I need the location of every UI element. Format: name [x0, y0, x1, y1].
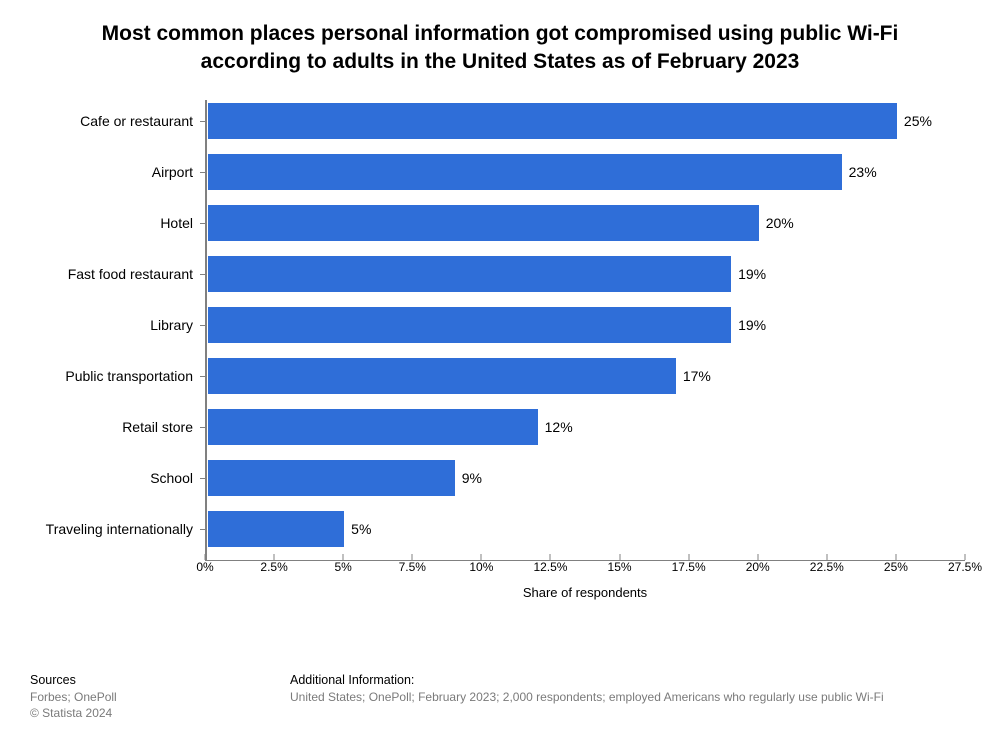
category-label: School — [150, 470, 205, 486]
sources-heading: Sources — [30, 673, 230, 687]
bar-value-label: 17% — [683, 368, 711, 384]
bar-row: Cafe or restaurant25% — [205, 102, 965, 140]
additional-info-text: United States; OnePoll; February 2023; 2… — [290, 689, 884, 705]
additional-info-block: Additional Information: United States; O… — [290, 673, 884, 721]
additional-info-heading: Additional Information: — [290, 673, 884, 687]
x-tick: 0% — [175, 560, 235, 574]
category-label: Traveling internationally — [46, 521, 205, 537]
category-label: Library — [150, 317, 205, 333]
x-tick: 7.5% — [382, 560, 442, 574]
bar-value-label: 19% — [738, 317, 766, 333]
bar — [207, 102, 898, 140]
x-tick: 2.5% — [244, 560, 304, 574]
category-label: Retail store — [122, 419, 205, 435]
x-tick: 15% — [590, 560, 650, 574]
bar — [207, 204, 760, 242]
x-tick: 22.5% — [797, 560, 857, 574]
x-tick: 17.5% — [659, 560, 719, 574]
x-axis-title: Share of respondents — [205, 585, 965, 600]
x-tick: 12.5% — [520, 560, 580, 574]
title-line-2: according to adults in the United States… — [201, 50, 800, 73]
bar-value-label: 9% — [462, 470, 482, 486]
bar-value-label: 5% — [351, 521, 371, 537]
bar-row: Traveling internationally5% — [205, 510, 965, 548]
chart-footer: Sources Forbes; OnePoll © Statista 2024 … — [30, 673, 970, 721]
plot-region: Cafe or restaurant25% Airport23% Hotel20% F… — [205, 100, 965, 560]
title-line-1: Most common places personal information … — [102, 22, 899, 45]
bar-row: Library19% — [205, 306, 965, 344]
bar — [207, 408, 539, 446]
category-label: Hotel — [160, 215, 205, 231]
y-axis-line — [205, 100, 207, 560]
bar-row: Airport23% — [205, 153, 965, 191]
bar — [207, 306, 732, 344]
chart-area: Cafe or restaurant25% Airport23% Hotel20% F… — [205, 100, 965, 595]
bar — [207, 459, 456, 497]
bar-row: School9% — [205, 459, 965, 497]
bar-value-label: 23% — [849, 164, 877, 180]
chart-title: Most common places personal information … — [0, 20, 1000, 77]
bar-row: Retail store12% — [205, 408, 965, 446]
bar-row: Fast food restaurant19% — [205, 255, 965, 293]
bar-value-label: 19% — [738, 266, 766, 282]
copyright-text: © Statista 2024 — [30, 705, 230, 721]
bar — [207, 510, 345, 548]
bar-row: Hotel20% — [205, 204, 965, 242]
x-axis-line — [205, 560, 965, 561]
bar-row: Public transportation17% — [205, 357, 965, 395]
bar — [207, 153, 843, 191]
sources-block: Sources Forbes; OnePoll © Statista 2024 — [30, 673, 230, 721]
x-tick: 10% — [451, 560, 511, 574]
bar-value-label: 12% — [545, 419, 573, 435]
category-label: Cafe or restaurant — [80, 113, 205, 129]
x-tick: 25% — [866, 560, 926, 574]
x-tick: 20% — [728, 560, 788, 574]
bar — [207, 357, 677, 395]
x-tick: 5% — [313, 560, 373, 574]
bar-value-label: 25% — [904, 113, 932, 129]
bar-value-label: 20% — [766, 215, 794, 231]
category-label: Public transportation — [65, 368, 205, 384]
category-label: Airport — [152, 164, 205, 180]
x-tick: 27.5% — [935, 560, 995, 574]
bar — [207, 255, 732, 293]
category-label: Fast food restaurant — [68, 266, 205, 282]
sources-text: Forbes; OnePoll — [30, 689, 230, 705]
